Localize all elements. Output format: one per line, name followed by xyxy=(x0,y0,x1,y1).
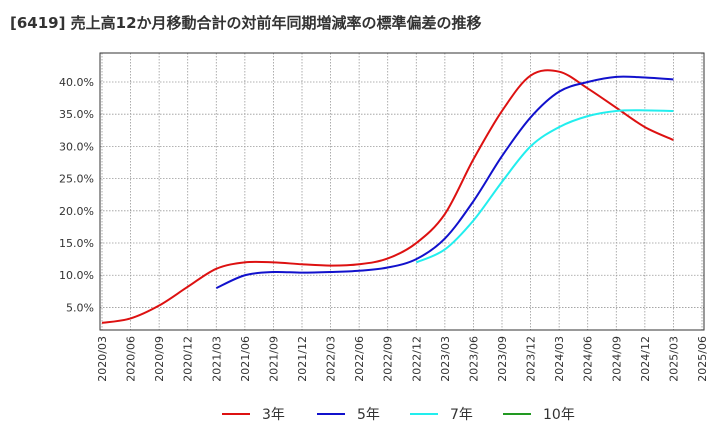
x-tick-label: 2024/06 xyxy=(582,336,595,382)
legend-swatch-3y xyxy=(222,413,250,415)
x-tick-label: 2024/12 xyxy=(639,336,652,382)
y-tick-label: 15.0% xyxy=(59,237,94,250)
x-tick-label: 2022/12 xyxy=(410,336,423,382)
y-axis-ticks: 5.0% 10.0% 15.0% 20.0% 25.0% 30.0% 35.0% 40.0% xyxy=(59,76,94,314)
legend-item-3y: 3年 xyxy=(222,404,285,424)
x-tick-label: 2025/03 xyxy=(667,336,680,382)
x-tick-label: 2021/03 xyxy=(210,336,223,382)
y-tick-label: 25.0% xyxy=(59,173,94,186)
x-tick-label: 2023/03 xyxy=(439,336,452,382)
legend-swatch-10y xyxy=(503,413,531,415)
legend-item-10y: 10年 xyxy=(503,404,575,424)
series-lines xyxy=(101,69,674,324)
series-line-2 xyxy=(215,75,674,290)
x-tick-label: 2022/03 xyxy=(325,336,338,382)
legend-swatch-7y xyxy=(410,413,438,415)
x-tick-label: 2023/09 xyxy=(496,336,509,382)
legend-label-10y: 10年 xyxy=(543,407,575,423)
legend-label-5y: 5年 xyxy=(357,407,380,423)
legend-label-3y: 3年 xyxy=(262,407,285,423)
x-tick-label: 2021/06 xyxy=(239,336,252,382)
y-tick-label: 5.0% xyxy=(66,301,94,314)
x-tick-label: 2022/06 xyxy=(353,336,366,382)
x-tick-label: 2020/06 xyxy=(125,336,138,382)
x-tick-label: 2020/03 xyxy=(96,336,109,382)
legend-label-7y: 7年 xyxy=(450,407,473,423)
legend-swatch-5y xyxy=(317,413,345,415)
grid-lines xyxy=(100,53,704,330)
y-tick-label: 20.0% xyxy=(59,205,94,218)
x-axis-ticks: 2020/03 2020/06 2020/09 2020/12 2021/03 2021/… xyxy=(96,336,709,382)
y-tick-label: 10.0% xyxy=(59,269,94,282)
legend-item-5y: 5年 xyxy=(317,404,380,424)
x-tick-label: 2023/12 xyxy=(525,336,538,382)
x-tick-label: 2021/09 xyxy=(267,336,280,382)
x-tick-label: 2024/03 xyxy=(553,336,566,382)
y-tick-label: 35.0% xyxy=(59,108,94,121)
x-tick-label: 2020/09 xyxy=(153,336,166,382)
series-line-3 xyxy=(415,109,674,264)
x-tick-label: 2023/06 xyxy=(467,336,480,382)
y-tick-label: 40.0% xyxy=(59,76,94,89)
x-tick-label: 2025/06 xyxy=(696,336,709,382)
series-line-1 xyxy=(101,69,674,324)
plot-border xyxy=(99,52,705,331)
line-chart: 5.0%10.0%15.0%20.0%25.0%30.0%35.0%40.0% … xyxy=(59,52,709,382)
y-tick-label: 30.0% xyxy=(59,140,94,153)
x-tick-label: 2021/12 xyxy=(296,336,309,382)
legend-item-7y: 7年 xyxy=(410,404,473,424)
x-tick-label: 2022/09 xyxy=(382,336,395,382)
x-tick-label: 2020/12 xyxy=(182,336,195,382)
x-tick-label: 2024/09 xyxy=(610,336,623,382)
chart-title: [6419] 売上高12か月移動合計の対前年同期増減率の標準偏差の推移 xyxy=(10,14,482,32)
legend: 3年 5年 7年 10年 xyxy=(0,400,720,428)
